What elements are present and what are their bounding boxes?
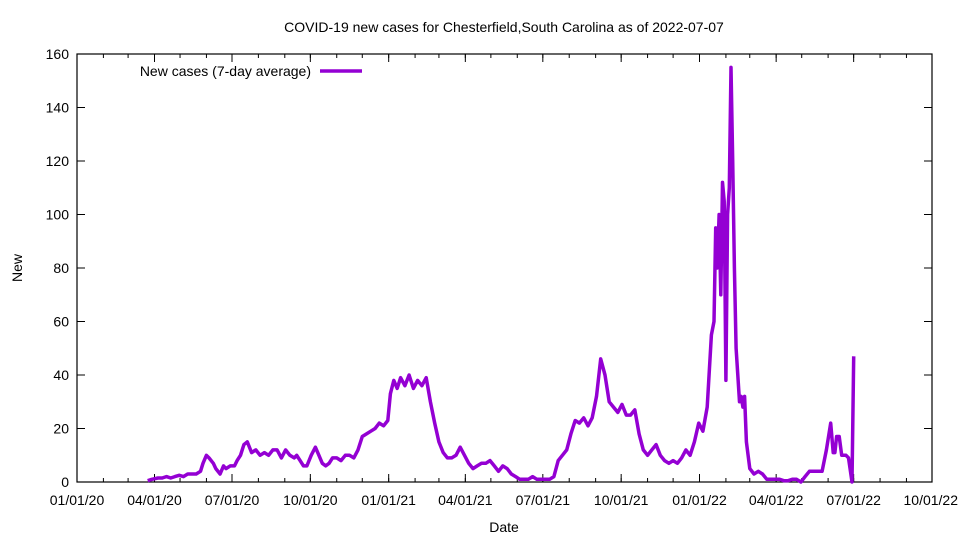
plot-frame bbox=[76, 53, 933, 483]
y-tick-label: 20 bbox=[53, 421, 69, 437]
x-tick-label: 01/01/21 bbox=[361, 492, 416, 508]
x-tick-label: 07/01/20 bbox=[205, 492, 260, 508]
y-tick-label: 60 bbox=[53, 314, 69, 330]
x-axis-label: Date bbox=[489, 519, 519, 535]
x-tick-label: 10/01/21 bbox=[594, 492, 649, 508]
y-tick-label: 160 bbox=[46, 46, 70, 62]
y-tick-label: 100 bbox=[46, 207, 70, 223]
x-tick-label: 10/01/22 bbox=[904, 492, 959, 508]
plot-area-border bbox=[76, 53, 933, 483]
legend: New cases (7-day average) bbox=[140, 63, 362, 79]
series-line bbox=[147, 65, 856, 484]
legend-label: New cases (7-day average) bbox=[140, 63, 311, 79]
x-tick-label: 04/01/21 bbox=[438, 492, 493, 508]
x-tick-label: 10/01/20 bbox=[283, 492, 338, 508]
x-tick-label: 04/01/20 bbox=[127, 492, 182, 508]
chart-title: COVID-19 new cases for Chesterfield,Sout… bbox=[284, 19, 724, 35]
y-tick-label: 80 bbox=[53, 260, 69, 276]
y-tick-label: 120 bbox=[46, 153, 70, 169]
y-axis: 0 20 40 60 80 100 120 140 160 bbox=[46, 46, 932, 490]
y-tick-label: 140 bbox=[46, 100, 70, 116]
y-tick-label: 40 bbox=[53, 367, 69, 383]
x-tick-label: 01/01/20 bbox=[50, 492, 105, 508]
series-group bbox=[147, 0, 858, 484]
x-tick-label: 07/01/22 bbox=[826, 492, 881, 508]
x-axis: 01/01/20 04/01/20 07/01/20 10/01/20 01/01/21… bbox=[50, 54, 958, 508]
x-tick-label: 04/01/22 bbox=[749, 492, 804, 508]
x-tick-label: 07/01/21 bbox=[516, 492, 571, 508]
y-tick-label: 0 bbox=[61, 474, 69, 490]
x-tick-label: 01/01/22 bbox=[672, 492, 727, 508]
y-axis-label: New bbox=[9, 253, 25, 282]
